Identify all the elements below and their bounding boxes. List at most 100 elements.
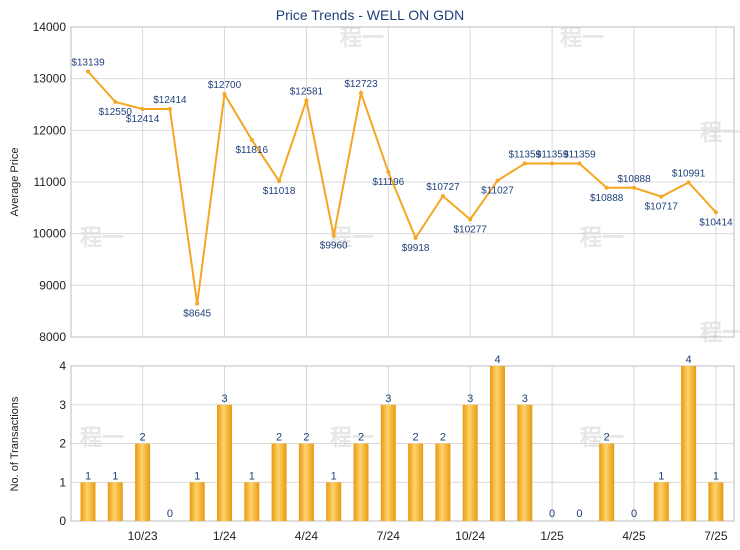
x-tick-label: 1/25 bbox=[540, 529, 564, 543]
transaction-count-label: 0 bbox=[576, 508, 582, 520]
watermark-text: 程一 bbox=[80, 225, 124, 250]
watermark-text: 程一 bbox=[700, 320, 740, 345]
price-y-ticks: 8000 9000 10000 11000 12000 13000 14000 bbox=[33, 20, 67, 344]
transaction-bar bbox=[244, 482, 260, 521]
watermark-text: 程一 bbox=[560, 25, 604, 50]
transaction-bar bbox=[435, 443, 451, 521]
price-y-tick-label: 11000 bbox=[34, 175, 67, 189]
transaction-count-label: 2 bbox=[440, 432, 446, 444]
transaction-count-label: 4 bbox=[686, 354, 692, 366]
price-point bbox=[468, 217, 473, 222]
price-series-line bbox=[87, 70, 717, 304]
transactions-y-tick-label: 0 bbox=[59, 514, 66, 528]
price-data-label: $10991 bbox=[672, 168, 706, 179]
price-point bbox=[659, 194, 664, 199]
chart-title: Price Trends - WELL ON GDN bbox=[276, 7, 465, 23]
transactions-plot-frame bbox=[70, 365, 735, 522]
price-data-label: $9960 bbox=[320, 241, 348, 252]
price-point bbox=[386, 169, 391, 174]
transaction-bar bbox=[462, 404, 478, 521]
price-data-label: $11359 bbox=[508, 149, 541, 160]
price-data-label: $11196 bbox=[372, 177, 404, 188]
price-data-label: $10888 bbox=[617, 174, 651, 185]
transaction-count-label: 2 bbox=[413, 432, 419, 444]
transactions-y-tick-label: 4 bbox=[59, 359, 66, 373]
transaction-bar bbox=[326, 482, 342, 521]
price-y-tick-label: 12000 bbox=[33, 123, 67, 137]
transaction-count-label: 2 bbox=[276, 432, 282, 444]
transaction-count-label: 1 bbox=[658, 470, 664, 482]
price-data-label: $9918 bbox=[402, 243, 430, 254]
transaction-bar bbox=[517, 404, 533, 521]
transaction-count-label: 2 bbox=[303, 432, 309, 444]
watermark-text: 程一 bbox=[340, 25, 384, 50]
transaction-count-label: 1 bbox=[194, 470, 200, 482]
transaction-count-label: 0 bbox=[549, 508, 555, 520]
price-data-label: $13139 bbox=[71, 57, 105, 68]
price-point bbox=[359, 90, 363, 95]
price-data-label: $11816 bbox=[235, 145, 268, 156]
x-tick-label: 4/24 bbox=[295, 529, 319, 543]
transaction-count-label: 0 bbox=[631, 508, 637, 520]
price-data-label: $10888 bbox=[590, 193, 624, 204]
price-point bbox=[495, 178, 500, 183]
price-y-tick-label: 14000 bbox=[33, 20, 67, 34]
price-data-label: $12723 bbox=[344, 79, 378, 90]
transaction-bar bbox=[298, 443, 314, 521]
price-point bbox=[249, 137, 254, 142]
price-point bbox=[304, 98, 309, 103]
transactions-gridlines bbox=[71, 365, 734, 522]
transaction-count-label: 2 bbox=[140, 432, 146, 444]
price-point bbox=[277, 179, 282, 184]
transaction-bar bbox=[653, 482, 669, 521]
watermark-text: 程一 bbox=[700, 120, 740, 145]
price-data-label: $10717 bbox=[645, 202, 679, 213]
price-data-label: $8645 bbox=[183, 309, 211, 320]
price-point bbox=[440, 194, 445, 199]
x-tick-label: 4/25 bbox=[622, 529, 646, 543]
price-data-label: $11359 bbox=[563, 149, 596, 160]
price-y-tick-label: 10000 bbox=[33, 227, 67, 241]
price-data-label: $12581 bbox=[290, 86, 324, 97]
price-point bbox=[632, 185, 636, 190]
transaction-bar bbox=[135, 443, 151, 521]
watermark-text: 程一 bbox=[80, 425, 124, 450]
transaction-bar bbox=[708, 482, 724, 521]
watermark-text: 程一 bbox=[580, 225, 624, 250]
price-data-label: $12414 bbox=[126, 114, 160, 125]
price-data-label: $10727 bbox=[426, 182, 460, 193]
price-point bbox=[713, 210, 718, 215]
transaction-count-label: 4 bbox=[494, 354, 500, 366]
watermark-text: 程一 bbox=[330, 225, 374, 250]
price-data-label: $12550 bbox=[99, 107, 133, 118]
transaction-bar bbox=[80, 482, 96, 521]
transactions-y-tick-label: 3 bbox=[59, 398, 66, 412]
price-y-tick-label: 9000 bbox=[39, 278, 66, 292]
price-point bbox=[550, 161, 555, 166]
x-tick-label: 10/24 bbox=[455, 529, 485, 543]
transaction-count-label: 3 bbox=[221, 393, 227, 405]
transactions-y-tick-label: 2 bbox=[59, 437, 66, 451]
transactions-y-axis-label: No. of Transactions bbox=[9, 396, 21, 491]
transaction-count-label: 1 bbox=[112, 470, 118, 482]
transaction-count-label: 0 bbox=[167, 508, 173, 520]
price-data-label: $12414 bbox=[153, 95, 187, 106]
transaction-bar bbox=[217, 404, 232, 521]
transaction-bar bbox=[380, 404, 396, 521]
price-y-tick-label: 13000 bbox=[33, 72, 67, 86]
transaction-count-label: 3 bbox=[522, 393, 528, 405]
price-data-label: $12700 bbox=[208, 80, 242, 91]
transaction-count-label: 2 bbox=[604, 432, 610, 444]
price-point bbox=[222, 92, 227, 97]
price-data-label: $10414 bbox=[699, 217, 733, 228]
price-point bbox=[686, 180, 691, 185]
x-tick-label: 7/25 bbox=[704, 529, 728, 543]
price-point bbox=[140, 106, 145, 111]
price-point bbox=[195, 301, 200, 306]
transaction-count-label: 1 bbox=[331, 470, 337, 482]
price-point bbox=[522, 161, 527, 166]
price-y-axis-label: Average Price bbox=[9, 148, 21, 217]
price-data-labels: $13139$12550$12414$12414$8645$12700$1181… bbox=[71, 57, 733, 319]
